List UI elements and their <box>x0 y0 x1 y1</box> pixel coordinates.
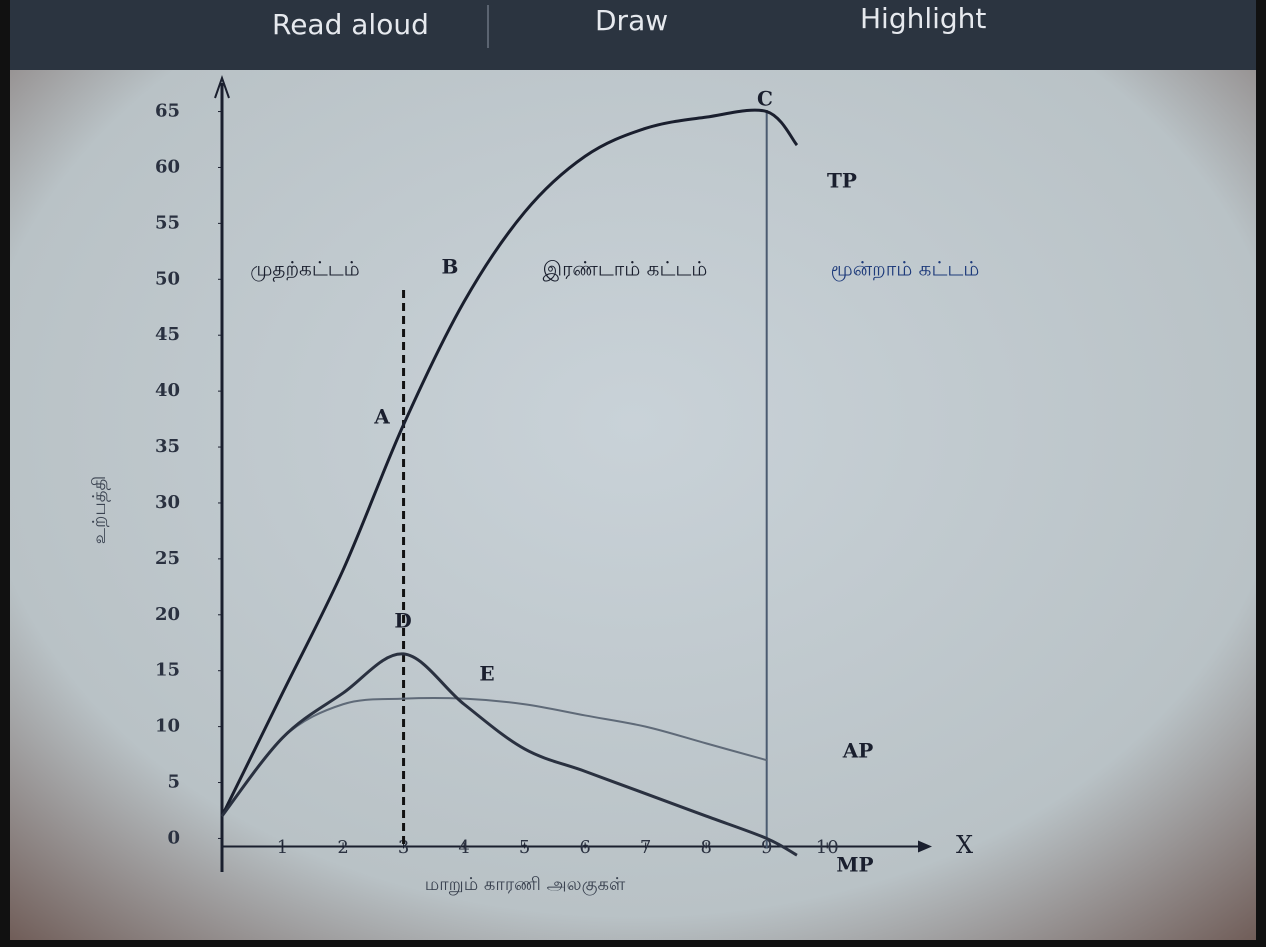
point-label: D <box>394 609 411 633</box>
point-label: C <box>757 87 773 111</box>
series-label: AP <box>842 739 874 763</box>
y-tick-label: 15 <box>155 660 180 681</box>
x-axis-letter: X <box>956 831 973 859</box>
y-tick-label: 50 <box>155 268 180 289</box>
y-tick-label: 35 <box>155 436 180 457</box>
y-tick-label: 45 <box>155 324 180 345</box>
y-tick-label: 0 <box>167 827 180 848</box>
stage-label: மூன்றாம் கட்டம் <box>831 257 980 282</box>
y-tick-label: 30 <box>155 492 180 513</box>
y-tick-label: 20 <box>155 604 180 625</box>
y-tick-label: 10 <box>155 716 180 737</box>
stage-label: முதற்கட்டம் <box>250 257 360 282</box>
point-label: A <box>373 405 390 429</box>
y-tick-label: 5 <box>167 772 180 793</box>
y-tick-label: 25 <box>155 548 180 569</box>
series-label: MP <box>836 853 873 877</box>
screen <box>10 0 1256 940</box>
y-tick-label: 40 <box>155 380 180 401</box>
page: {"toolbar": {"items": ["Read aloud", "Dr… <box>0 0 1266 947</box>
y-axis-label: உற்பத்தி <box>89 476 111 544</box>
toolbar-draw[interactable]: Draw <box>595 4 668 37</box>
screenshot: Read aloud Draw Highlight X 0 5 10 15 20 25 30 3… <box>0 0 1266 947</box>
y-tick-label: 60 <box>155 156 180 177</box>
stage-label: இரண்டாம் கட்டம் <box>543 257 708 282</box>
point-label: B <box>442 255 459 279</box>
series-label: TP <box>827 169 857 193</box>
y-tick-label: 55 <box>155 212 180 233</box>
x-axis-label: மாறும் காரணி அலகுகள் <box>425 874 626 896</box>
toolbar-highlight[interactable]: Highlight <box>860 2 986 35</box>
y-tick-label: 65 <box>155 101 180 122</box>
point-label: E <box>479 662 494 686</box>
toolbar-read-aloud[interactable]: Read aloud <box>272 8 429 41</box>
